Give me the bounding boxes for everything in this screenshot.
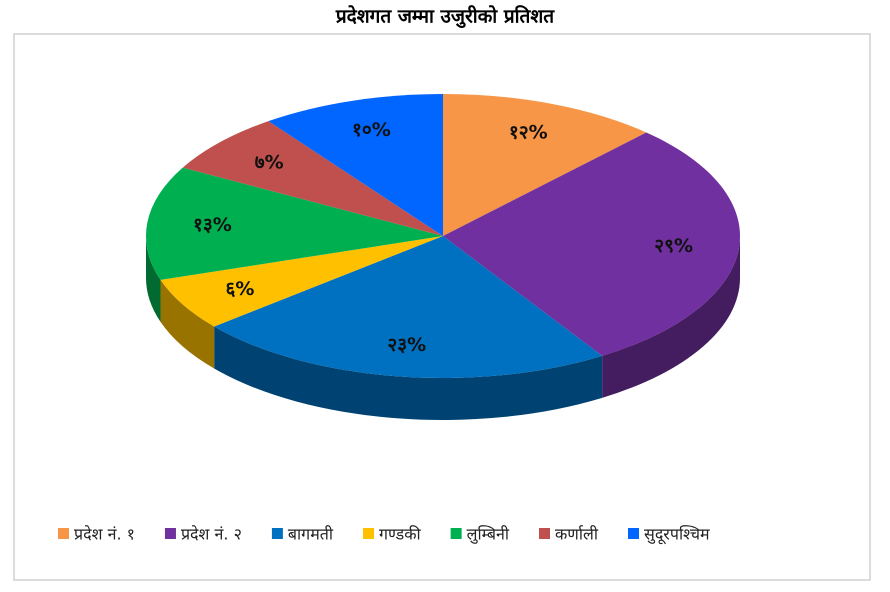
legend-swatch <box>164 528 176 539</box>
slice <box>214 236 603 378</box>
data-label: ७% <box>255 151 284 173</box>
data-label: २९% <box>654 235 693 257</box>
legend-label: बागमती <box>288 525 334 544</box>
slice-side <box>214 326 603 420</box>
data-label: २३% <box>387 334 426 356</box>
legend-label: प्रदेश नं. १ <box>74 525 135 544</box>
data-label: १०% <box>352 119 391 141</box>
legend-swatch <box>450 528 462 539</box>
legend-label: गण्डकी <box>379 525 421 544</box>
legend-label: लुम्बिनी <box>467 525 510 545</box>
slice-side <box>146 236 161 322</box>
legend-swatch <box>58 528 69 539</box>
slice <box>146 167 443 280</box>
slice <box>268 94 443 236</box>
data-label: ६% <box>226 278 255 300</box>
slice <box>443 94 647 236</box>
legend-label: कर्णाली <box>555 525 599 544</box>
legend-swatch <box>271 528 283 539</box>
chart-title: प्रदेशगत जम्मा उजुरीको प्रतिशत <box>335 5 555 29</box>
legend-swatch <box>539 528 550 539</box>
legend-label: प्रदेश नं. २ <box>181 525 242 544</box>
legend-swatch <box>628 528 639 539</box>
data-label: १२% <box>509 122 548 144</box>
slice-side <box>160 279 215 369</box>
data-label: १३% <box>193 214 232 236</box>
slice <box>182 121 443 236</box>
legend-label: सुदूरपश्चिम <box>644 525 710 545</box>
slice <box>443 132 740 356</box>
slice <box>160 236 444 327</box>
legend-swatch <box>363 528 375 539</box>
slice-side <box>602 236 740 398</box>
